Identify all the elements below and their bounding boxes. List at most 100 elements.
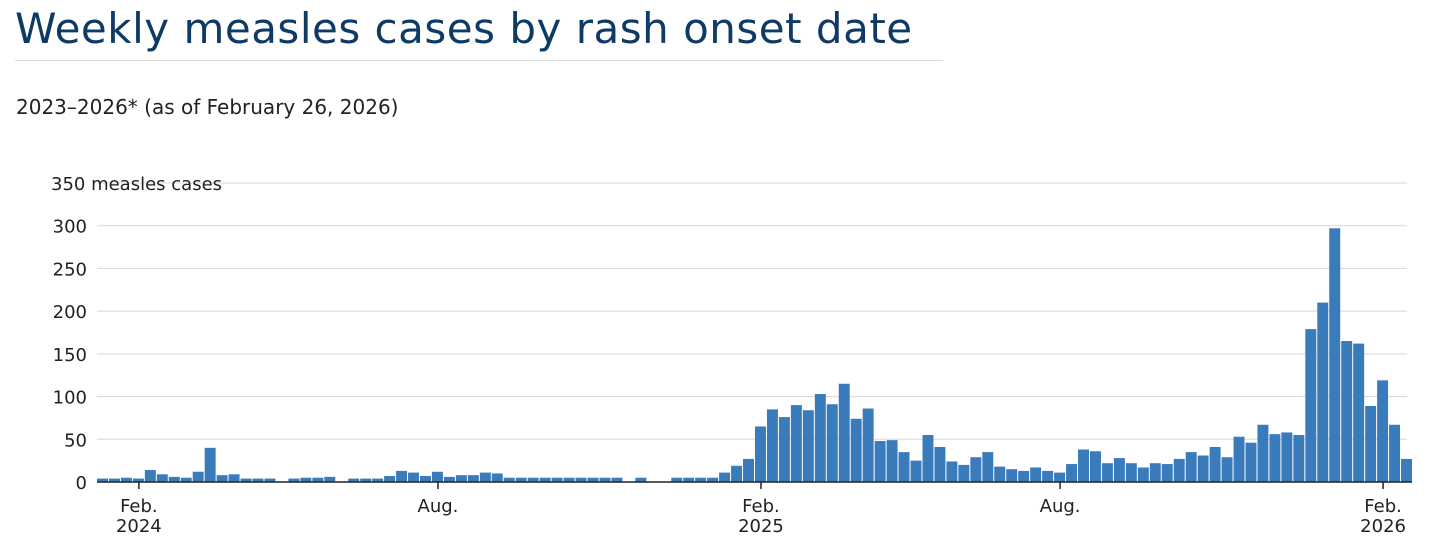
bar <box>1030 467 1042 482</box>
bar <box>408 472 420 482</box>
bar <box>384 476 396 482</box>
title-divider <box>15 60 943 61</box>
bar <box>1149 463 1161 482</box>
bar <box>1329 228 1341 482</box>
bars <box>97 228 1412 482</box>
bar <box>360 478 372 482</box>
bar <box>862 408 874 482</box>
bar <box>599 477 611 482</box>
bar <box>958 464 970 482</box>
bar <box>1173 458 1185 482</box>
bar <box>1113 458 1125 482</box>
bar <box>611 477 623 482</box>
bar <box>515 477 527 482</box>
bar <box>156 474 168 482</box>
x-tick-label: Aug. <box>418 496 459 517</box>
bar <box>575 477 587 482</box>
bar <box>1317 302 1329 482</box>
bar <box>1089 451 1101 482</box>
bar <box>1125 463 1137 482</box>
bar <box>1209 446 1221 482</box>
bar <box>1281 432 1293 482</box>
bar <box>1233 436 1245 482</box>
bar <box>766 409 778 482</box>
bar <box>491 473 503 482</box>
bar <box>743 458 754 482</box>
y-tick-label: 350 measles cases <box>51 174 222 195</box>
bar <box>671 477 683 482</box>
bar <box>1221 457 1233 482</box>
bar <box>216 475 228 482</box>
bar <box>994 466 1006 482</box>
bar <box>1293 435 1305 482</box>
x-tick-label: 2026 <box>1360 516 1406 537</box>
bar <box>1353 343 1365 482</box>
bar <box>1161 464 1173 482</box>
bar <box>778 417 790 482</box>
bar <box>874 440 886 482</box>
x-tick-label: Aug. <box>1040 496 1081 517</box>
bar <box>97 478 108 482</box>
y-tick-label: 0 <box>76 473 87 494</box>
bar <box>1137 467 1149 482</box>
bar <box>802 410 814 482</box>
bar <box>144 470 156 482</box>
bar <box>587 477 599 482</box>
bar <box>922 435 934 482</box>
bar <box>479 472 491 482</box>
bar <box>300 477 312 482</box>
x-tick-label: Feb. <box>742 496 780 517</box>
bar <box>1197 455 1209 482</box>
bar <box>228 474 240 482</box>
bar <box>443 476 455 482</box>
bar <box>1257 424 1269 482</box>
bar <box>503 477 515 482</box>
bar <box>1078 449 1089 482</box>
bar <box>455 475 467 482</box>
bar <box>108 478 120 482</box>
bar <box>814 394 826 482</box>
bar <box>946 461 958 482</box>
y-tick-label: 300 <box>53 217 87 238</box>
y-tick-label: 100 <box>53 388 87 409</box>
bar <box>683 477 695 482</box>
bar <box>695 477 707 482</box>
bar <box>731 465 743 482</box>
bar <box>372 478 384 482</box>
bar <box>168 476 180 482</box>
bar <box>1245 442 1257 482</box>
y-tick-label: 150 <box>53 345 87 366</box>
bar <box>838 383 850 482</box>
bar <box>910 460 922 482</box>
bar <box>1341 341 1353 482</box>
x-tick-label: 2025 <box>738 516 784 537</box>
bar <box>180 477 192 482</box>
bar <box>539 477 551 482</box>
bar <box>312 477 324 482</box>
bar <box>324 476 336 482</box>
bar <box>204 447 216 482</box>
bar <box>348 478 360 482</box>
bar <box>1101 463 1113 482</box>
bar <box>551 477 563 482</box>
bar <box>826 404 838 482</box>
bar <box>1401 458 1412 482</box>
bar <box>252 478 264 482</box>
bar <box>1305 329 1317 482</box>
y-axis-labels: 0 50 100 150 200 250 300 350 measles cases <box>51 174 222 494</box>
bar <box>396 470 408 482</box>
bar <box>192 471 204 482</box>
bar <box>1389 424 1401 482</box>
bar <box>120 477 132 482</box>
bar <box>288 478 300 482</box>
bar <box>431 471 443 482</box>
bar <box>527 477 539 482</box>
x-tick-label: Feb. <box>120 496 158 517</box>
bar <box>1269 434 1281 482</box>
bar <box>240 478 252 482</box>
bar <box>420 476 431 482</box>
bar <box>934 446 946 482</box>
bar <box>970 457 982 482</box>
bar <box>264 478 276 482</box>
